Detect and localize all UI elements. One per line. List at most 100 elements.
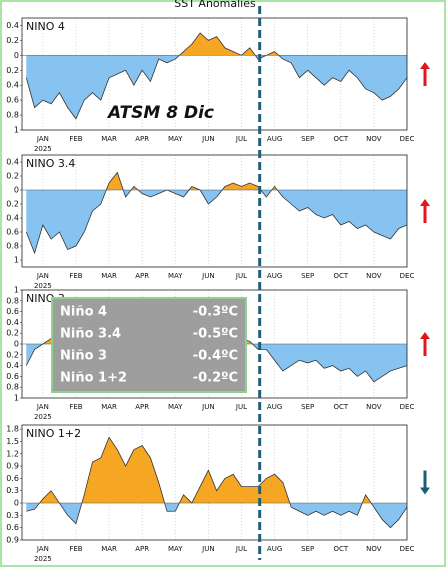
negative-area <box>26 190 407 253</box>
y-tick-label: 0.6 <box>6 523 19 532</box>
x-tick-label: JUL <box>235 135 247 143</box>
x-tick-label: MAR <box>101 135 117 143</box>
x-tick-label: MAR <box>101 272 117 280</box>
x-tick-label: JUN <box>201 403 214 411</box>
x-tick-label: JAN <box>36 135 49 143</box>
x-tick-label: NOV <box>366 135 382 143</box>
y-tick-label: 0.6 <box>6 307 19 316</box>
y-tick-label: 0.4 <box>6 214 19 223</box>
y-tick-label: 0.6 <box>6 474 19 483</box>
summary-box <box>51 297 247 393</box>
summary-name: Niño 3.4 <box>60 327 121 342</box>
y-tick-label: 1 <box>14 126 19 135</box>
y-tick-label: 0.9 <box>6 462 19 471</box>
x-tick-label: APR <box>135 272 149 280</box>
y-tick-label: 0.3 <box>6 511 19 520</box>
x-tick-label: SEP <box>301 272 314 280</box>
x-tick-label: JUL <box>235 272 247 280</box>
negative-area <box>26 344 407 382</box>
x-tick-label: JAN <box>36 545 49 553</box>
summary-value: -0.4ºC <box>193 349 238 364</box>
y-tick-label: 0.2 <box>6 350 19 359</box>
y-tick-label: 1.8 <box>6 425 19 434</box>
panel-title: NINO 4 <box>26 20 65 33</box>
x-tick-label: NOV <box>366 272 382 280</box>
x-tick-label: SEP <box>301 403 314 411</box>
y-tick-label: 0.8 <box>6 296 19 305</box>
x-tick-label: MAR <box>101 545 117 553</box>
x-tick-label: DEC <box>400 272 415 280</box>
x-tick-label: MAY <box>168 403 183 411</box>
x-tick-label: JUL <box>235 545 247 553</box>
negative-area <box>26 55 407 119</box>
y-tick-label: 0.2 <box>6 200 19 209</box>
anomaly-line <box>25 171 408 255</box>
x-tick-label: DEC <box>400 403 415 411</box>
y-tick-label: 0.6 <box>6 96 19 105</box>
anomaly-line <box>26 436 408 529</box>
x-tick-label: OCT <box>333 272 348 280</box>
x-tick-label: SEP <box>301 135 314 143</box>
summary-name: Niño 4 <box>60 305 107 320</box>
plot-frame <box>21 17 408 131</box>
y-tick-label: 0.4 <box>6 318 19 327</box>
y-tick-label: 0.4 <box>6 21 19 30</box>
y-tick-label: 0.2 <box>6 36 19 45</box>
negative-area <box>26 503 407 528</box>
y-tick-label: 1 <box>14 256 19 265</box>
y-tick-label: 1 <box>14 394 19 403</box>
y-tick-label: 0.3 <box>6 486 19 495</box>
x-tick-label: OCT <box>333 545 348 553</box>
y-tick-label: 0.2 <box>6 66 19 75</box>
plot-area <box>22 425 407 540</box>
plot-frame <box>21 289 408 399</box>
x-tick-label: APR <box>135 403 149 411</box>
y-tick-label: 1 <box>14 286 19 295</box>
x-tick-label: APR <box>135 545 149 553</box>
plot-frame <box>21 424 408 541</box>
year-label: 2025 <box>34 413 52 421</box>
x-tick-label: FEB <box>69 545 82 553</box>
year-label: 2025 <box>34 555 52 563</box>
x-tick-label: JAN <box>36 403 49 411</box>
summary-name: Niño 1+2 <box>60 371 127 386</box>
y-tick-label: 1.5 <box>6 437 19 446</box>
x-tick-label: DEC <box>400 135 415 143</box>
panel-title: NINO 3.4 <box>26 157 75 170</box>
summary-value: -0.5ºC <box>193 327 238 342</box>
anomaly-line <box>25 32 408 120</box>
x-tick-label: JUN <box>201 545 214 553</box>
x-tick-label: FEB <box>69 403 82 411</box>
y-tick-label: 0 <box>14 51 19 60</box>
y-tick-label: 0.6 <box>6 372 19 381</box>
y-tick-label: 0 <box>14 186 19 195</box>
y-tick-label: 0.4 <box>6 361 19 370</box>
trend-arrow-head <box>420 199 430 206</box>
x-tick-label: JUL <box>235 403 247 411</box>
y-tick-label: 0.8 <box>6 111 19 120</box>
x-tick-label: JUN <box>201 135 214 143</box>
trend-arrow-head <box>420 487 430 495</box>
positive-area <box>26 32 407 56</box>
x-tick-label: MAY <box>168 135 183 143</box>
x-tick-label: FEB <box>69 272 82 280</box>
chart-title: SST Anomalies <box>174 0 256 10</box>
trend-arrow-head <box>420 332 430 339</box>
x-tick-label: AUG <box>267 403 282 411</box>
y-tick-label: 0.6 <box>6 228 19 237</box>
annotation: ATSM 8 Dic <box>106 103 214 123</box>
x-tick-label: AUG <box>267 135 282 143</box>
x-tick-label: AUG <box>267 272 282 280</box>
y-tick-label: 0 <box>14 340 19 349</box>
y-tick-label: 0.8 <box>6 242 19 251</box>
x-tick-label: AUG <box>267 545 282 553</box>
x-tick-label: SEP <box>301 545 314 553</box>
x-tick-label: JUN <box>201 272 214 280</box>
summary-name: Niño 3 <box>60 349 107 364</box>
y-tick-label: 0 <box>14 499 19 508</box>
y-tick-label: 1.2 <box>6 449 19 458</box>
x-tick-label: NOV <box>366 403 382 411</box>
x-tick-label: JAN <box>36 272 49 280</box>
x-tick-label: NOV <box>366 545 382 553</box>
